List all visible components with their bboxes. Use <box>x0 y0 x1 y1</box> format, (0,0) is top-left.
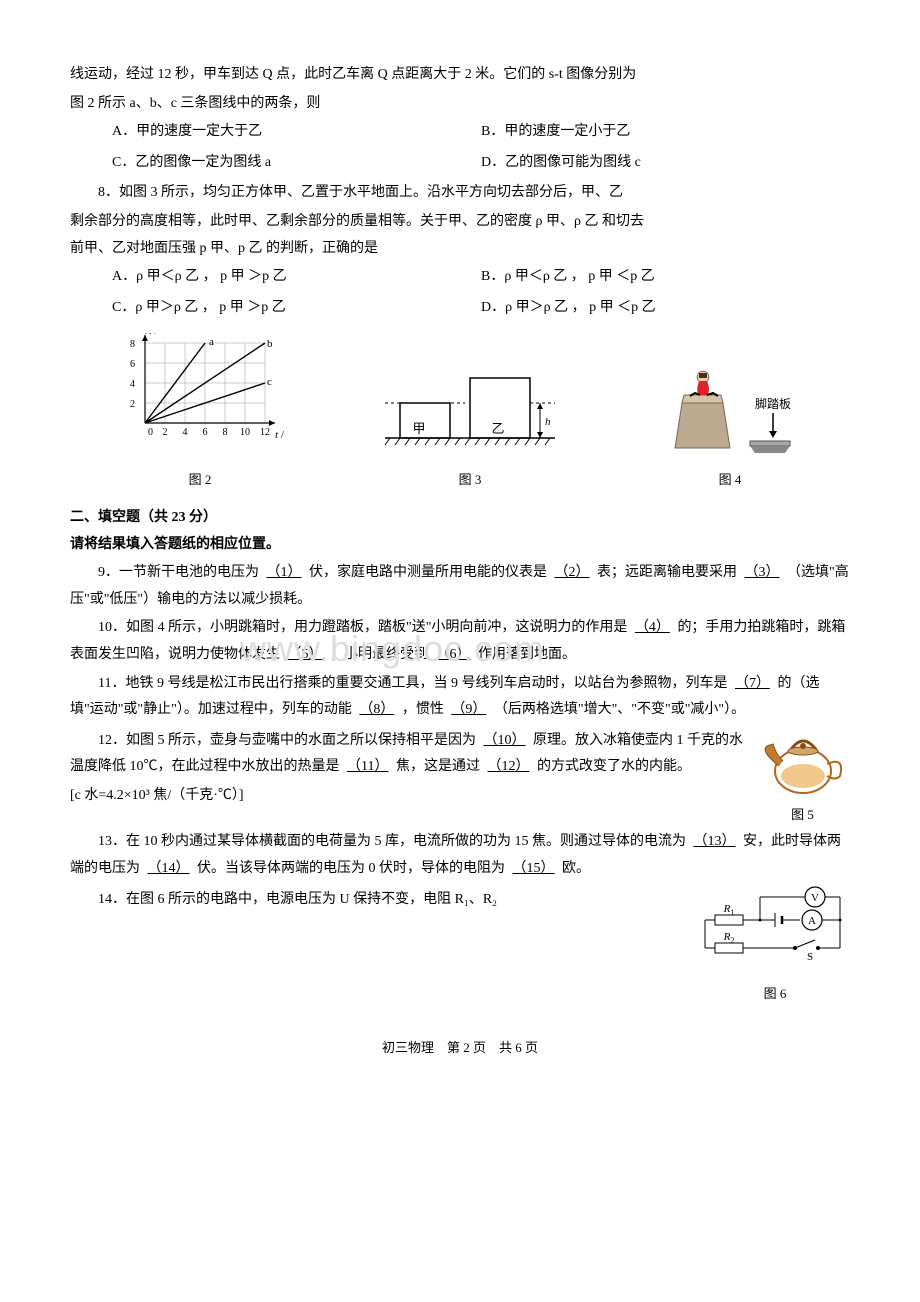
svg-text:8: 8 <box>130 339 135 350</box>
svg-text:甲: 甲 <box>412 421 425 436</box>
fig2-caption: 图 2 <box>115 468 285 493</box>
figure-5: 图 5 <box>755 726 850 828</box>
svg-text:V: V <box>811 892 819 904</box>
svg-text:/ 米: / 米 <box>139 333 156 336</box>
svg-text:脚踏板: 脚踏板 <box>755 396 791 411</box>
svg-text:4: 4 <box>130 379 135 390</box>
svg-text:2: 2 <box>163 427 168 438</box>
svg-text:a: a <box>209 336 214 348</box>
q7-line2: 图 2 所示 a、b、c 三条图线中的两条，则 <box>70 91 850 118</box>
svg-text:6: 6 <box>203 427 208 438</box>
q12-block: 图 5 12．如图 5 所示，壶身与壶嘴中的水面之所以保持相平是因为 （10） … <box>70 726 850 828</box>
figure-row: a b c 2 4 6 8 2 4 6 8 10 12 0 s / 米 t / … <box>70 333 850 463</box>
fig5-caption: 图 5 <box>755 803 850 828</box>
q8-opt-d: D．ρ 甲＞ρ 乙 ， p 甲 ＜p 乙 <box>481 295 850 322</box>
q8-opt-a: A．ρ 甲＜ρ 乙 ， p 甲 ＞p 乙 <box>112 264 481 291</box>
svg-text:0: 0 <box>148 427 153 438</box>
svg-text:R1: R1 <box>723 903 735 917</box>
fig6-caption: 图 6 <box>700 982 850 1007</box>
q12-note: [c 水=4.2×10³ 焦/（千克·℃）] <box>70 783 850 810</box>
section-2-title: 二、填空题（共 23 分） <box>70 505 850 532</box>
svg-text:c: c <box>267 376 272 388</box>
figure-4-diagram: 脚踏板 <box>655 363 805 463</box>
q13: 13．在 10 秒内通过某导体横截面的电荷量为 5 库，电流所做的功为 15 焦… <box>70 829 850 882</box>
fig3-caption: 图 3 <box>375 468 565 493</box>
fig4-caption: 图 4 <box>655 468 805 493</box>
svg-text:h: h <box>545 416 551 428</box>
svg-text:2: 2 <box>130 399 135 410</box>
q9: 9．一节新干电池的电压为 （1） 伏，家庭电路中测量所用电能的仪表是 （2） 表… <box>70 560 850 613</box>
q8-options: A．ρ 甲＜ρ 乙 ， p 甲 ＞p 乙 B．ρ 甲＜ρ 乙 ， p 甲 ＜p … <box>112 262 850 323</box>
q7-options: A．甲的速度一定大于乙 B．甲的速度一定小于乙 C．乙的图像一定为图线 a D．… <box>112 117 850 178</box>
svg-text:10: 10 <box>240 427 250 438</box>
q10: 10．如图 4 所示，小明跳箱时，用力蹬踏板，踏板"送"小明向前冲，这说明力的作… <box>70 615 850 668</box>
svg-text:6: 6 <box>130 359 135 370</box>
q8-line3: 前甲、乙对地面压强 p 甲、p 乙 的判断，正确的是 <box>70 236 850 263</box>
figure-captions: 图 2 图 3 图 4 <box>70 468 850 493</box>
figure-3-diagram: h 甲 乙 <box>375 353 565 463</box>
section-2-instr: 请将结果填入答题纸的相应位置。 <box>70 532 850 559</box>
q8-line1: 8．如图 3 所示，均匀正方体甲、乙置于水平地面上。沿水平方向切去部分后，甲、乙 <box>70 180 850 207</box>
q8-line2: 剩余部分的高度相等，此时甲、乙剩余部分的质量相等。关于甲、乙的密度 ρ 甲、ρ … <box>70 209 850 236</box>
q14-block: V R1 A R2 S <box>70 885 850 1007</box>
q7-opt-c: C．乙的图像一定为图线 a <box>112 150 481 177</box>
svg-text:S: S <box>807 951 813 963</box>
svg-text:12: 12 <box>260 427 270 438</box>
svg-text:R2: R2 <box>723 931 735 945</box>
q8-opt-c: C．ρ 甲＞ρ 乙 ， p 甲 ＞p 乙 <box>112 295 481 322</box>
q8-opt-b: B．ρ 甲＜ρ 乙 ， p 甲 ＜p 乙 <box>481 264 850 291</box>
svg-text:4: 4 <box>183 427 188 438</box>
svg-text:t / 秒: t / 秒 <box>275 427 285 441</box>
page-footer: 初三物理 第 2 页 共 6 页 <box>70 1036 850 1061</box>
figure-6: V R1 A R2 S <box>700 885 850 1007</box>
q7-opt-b: B．甲的速度一定小于乙 <box>481 119 850 146</box>
svg-text:A: A <box>808 915 816 927</box>
svg-text:8: 8 <box>223 427 228 438</box>
q7-line1: 线运动，经过 12 秒，甲车到达 Q 点，此时乙车离 Q 点距离大于 2 米。它… <box>70 62 850 89</box>
q7-opt-d: D．乙的图像可能为图线 c <box>481 150 850 177</box>
svg-text:b: b <box>267 338 273 350</box>
q11: 11．地铁 9 号线是松江市民出行搭乘的重要交通工具，当 9 号线列车启动时，以… <box>70 671 850 724</box>
svg-text:s: s <box>131 333 135 336</box>
figure-2-chart: a b c 2 4 6 8 2 4 6 8 10 12 0 s / 米 t / … <box>115 333 285 463</box>
q7-opt-a: A．甲的速度一定大于乙 <box>112 119 481 146</box>
svg-text:乙: 乙 <box>491 421 504 436</box>
